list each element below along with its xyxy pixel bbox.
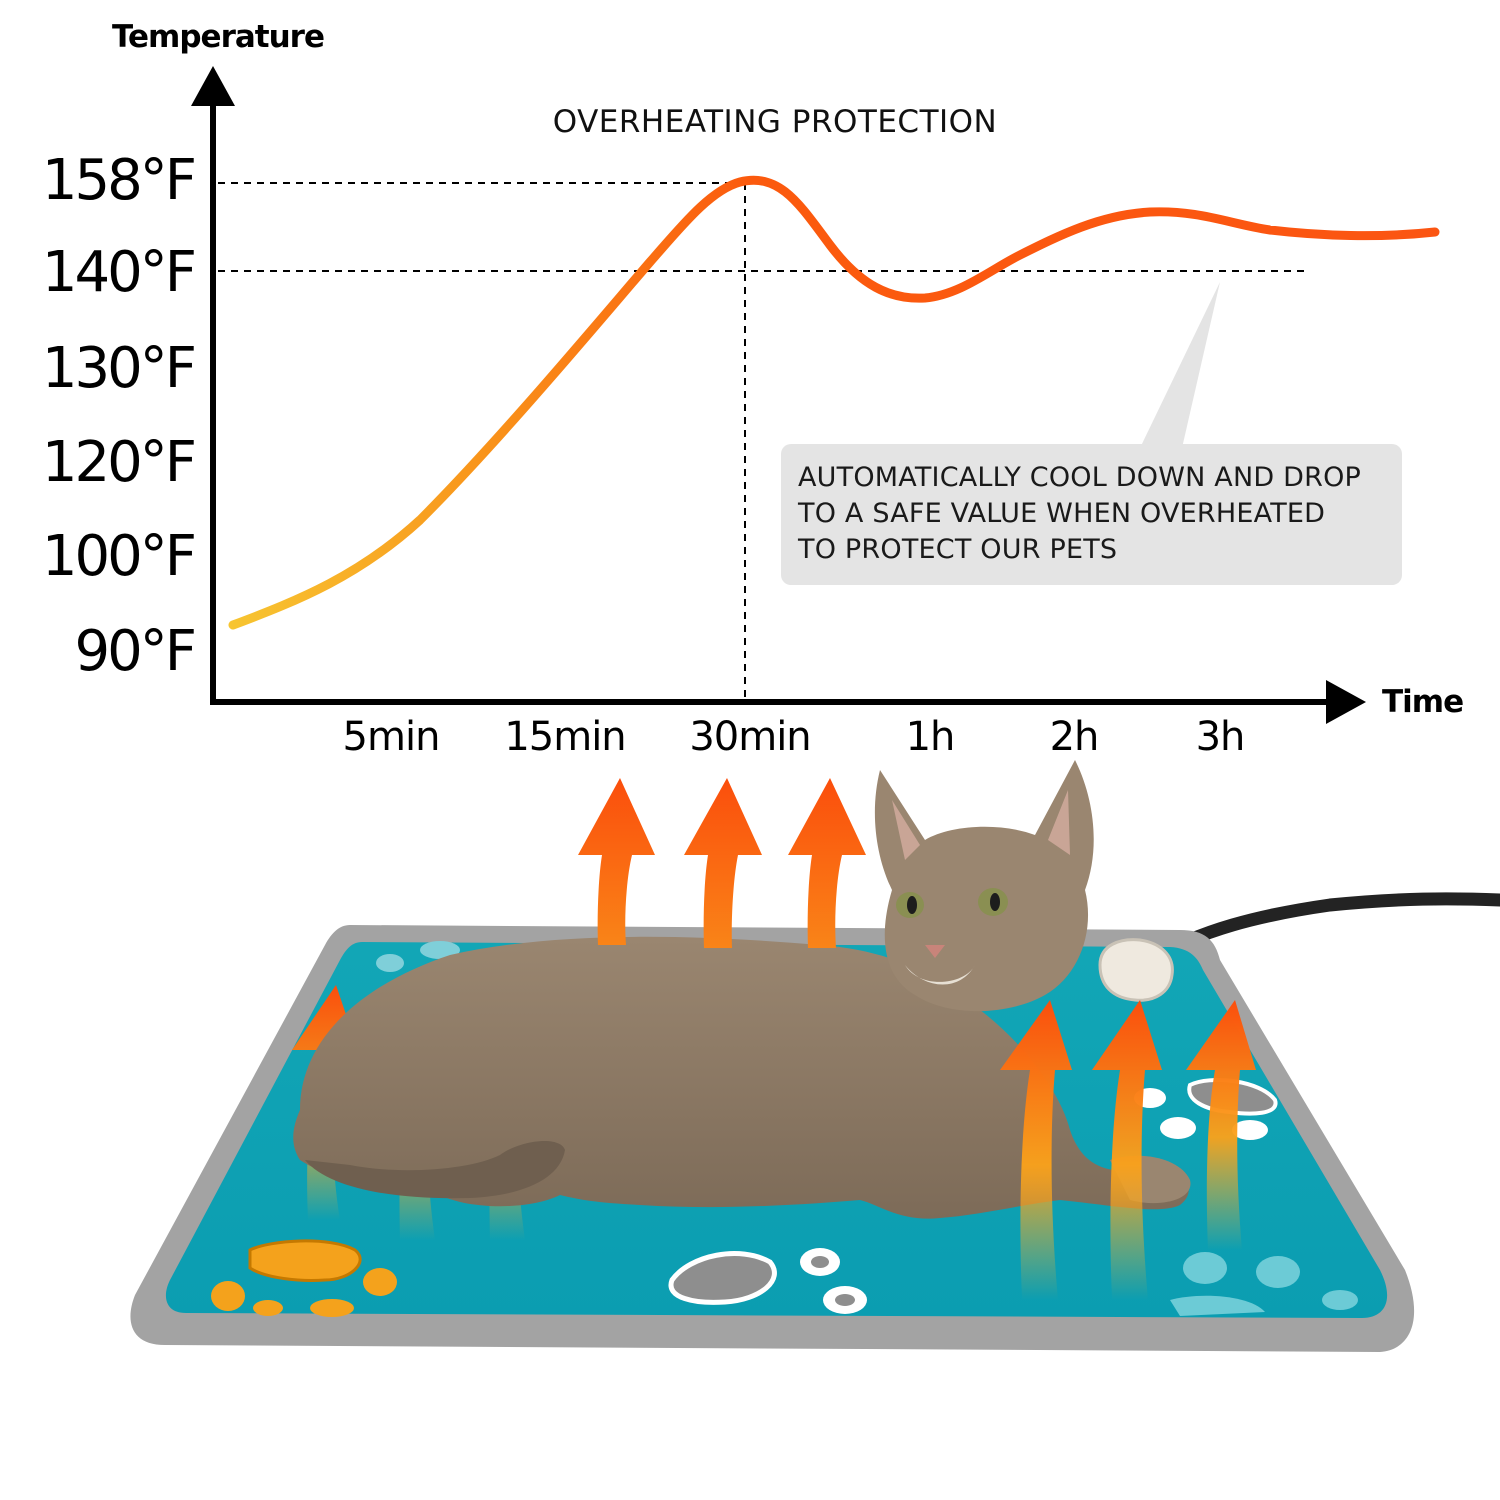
x-tick-label: 30min	[689, 714, 810, 760]
callout-pointer	[1140, 282, 1220, 448]
callout: AUTOMATICALLY COOL DOWN AND DROP TO A SA…	[781, 282, 1402, 585]
callout-box	[781, 444, 1402, 585]
heat-arrow	[1092, 1000, 1162, 1300]
heat-arrow	[1186, 1000, 1256, 1250]
x-axis-title: Time	[1382, 684, 1463, 720]
paw-print-decoration	[668, 1248, 867, 1314]
cat-illustration	[293, 760, 1191, 1219]
cat-tail	[305, 1140, 565, 1199]
y-tick-label: 120°F	[42, 430, 194, 495]
x-tick-label: 15min	[504, 714, 625, 760]
y-tick-label: 158°F	[42, 148, 194, 213]
heat-arrow	[578, 778, 655, 945]
x-tick-label: 5min	[343, 714, 440, 760]
cat-nose	[925, 945, 945, 958]
y-tick-label: 130°F	[42, 336, 194, 401]
cat-muzzle	[905, 965, 975, 985]
cat-pupil	[907, 896, 917, 914]
cat-head	[874, 760, 1094, 1012]
heat-arrow	[788, 778, 866, 948]
cat-pupil	[990, 893, 1000, 911]
x-axis-arrowhead	[1326, 680, 1366, 724]
x-tick-label: 3h	[1196, 714, 1245, 760]
callout-line-3: TO PROTECT OUR PETS	[797, 534, 1117, 565]
y-tick-label: 100°F	[42, 524, 194, 589]
y-tick-label: 90°F	[75, 619, 194, 684]
x-tick-label: 2h	[1050, 714, 1099, 760]
heat-arrow	[1000, 1000, 1072, 1300]
callout-line-1: AUTOMATICALLY COOL DOWN AND DROP	[798, 462, 1361, 493]
heat-arrow	[684, 778, 762, 948]
callout-line-2: TO A SAFE VALUE WHEN OVERHEATED	[797, 498, 1325, 529]
chart-title: OVERHEATING PROTECTION	[553, 104, 998, 140]
paw-print-decoration	[211, 1239, 397, 1317]
y-axis-arrowhead	[191, 66, 235, 106]
product-illustration	[130, 760, 1500, 1352]
temperature-curve	[228, 175, 1440, 630]
y-tick-label: 140°F	[42, 240, 194, 305]
y-axis-title: Temperature	[112, 19, 324, 55]
cat-ear-inner	[892, 800, 920, 860]
cat-ear-inner	[1048, 790, 1070, 855]
temperature-controller	[1098, 938, 1174, 1002]
x-tick-label: 1h	[906, 714, 955, 760]
